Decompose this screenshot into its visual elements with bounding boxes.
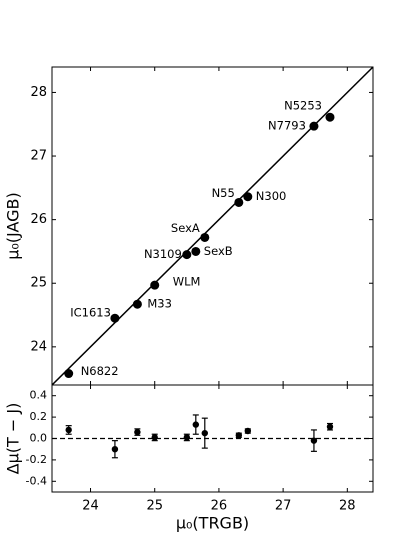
point — [192, 421, 200, 428]
point — [65, 426, 72, 434]
point-label: N5253 — [284, 99, 322, 113]
y-tick-label: 0.2 — [30, 410, 48, 423]
point — [244, 427, 252, 435]
y-tick-label: -0.4 — [26, 474, 47, 487]
point-label: SexB — [204, 244, 233, 258]
y-tick-label: 24 — [30, 339, 47, 354]
point — [183, 434, 191, 441]
point — [110, 313, 120, 323]
point-label: N300 — [256, 189, 287, 203]
point — [310, 437, 318, 444]
point — [235, 432, 243, 439]
point — [151, 434, 158, 441]
point — [234, 197, 244, 207]
point-label: N7793 — [268, 119, 306, 133]
point-label: N3109 — [144, 247, 182, 261]
point — [243, 192, 253, 202]
point — [309, 121, 319, 131]
x-tick-label: 27 — [275, 499, 292, 514]
y-axis-label: μ₀(JAGB) — [4, 192, 23, 260]
y-tick-label: 27 — [30, 149, 47, 164]
point-label: IC1613 — [70, 306, 111, 320]
x-tick-label: 24 — [82, 499, 99, 514]
point — [132, 299, 142, 309]
y-tick-label: 0.4 — [30, 389, 48, 402]
x-tick-label: 25 — [146, 499, 163, 514]
x-axis-label: μ₀(TRGB) — [176, 514, 249, 533]
point-label: M33 — [147, 297, 172, 311]
point — [201, 429, 208, 437]
y-tick-label: -0.2 — [26, 453, 47, 466]
x-tick-label: 28 — [339, 499, 356, 514]
point — [64, 369, 74, 379]
y-tick-label: 25 — [30, 276, 47, 291]
y-tick-label: 28 — [30, 85, 47, 100]
point — [191, 246, 201, 256]
x-tick-label: 26 — [211, 499, 228, 514]
point — [182, 250, 192, 260]
point — [134, 428, 141, 436]
point — [111, 446, 119, 453]
y-tick-label: 26 — [30, 212, 47, 227]
point-label: WLM — [173, 275, 201, 289]
identity-line — [51, 66, 374, 386]
point-label: SexA — [171, 221, 200, 235]
y-axis-label: Δμ(T − J) — [4, 403, 23, 475]
y-tick-label: 0.0 — [30, 432, 48, 445]
point — [200, 232, 210, 242]
point-label: N6822 — [81, 364, 119, 378]
point — [325, 112, 335, 122]
point — [326, 423, 334, 430]
point-label: N55 — [212, 186, 235, 200]
point — [150, 280, 160, 290]
